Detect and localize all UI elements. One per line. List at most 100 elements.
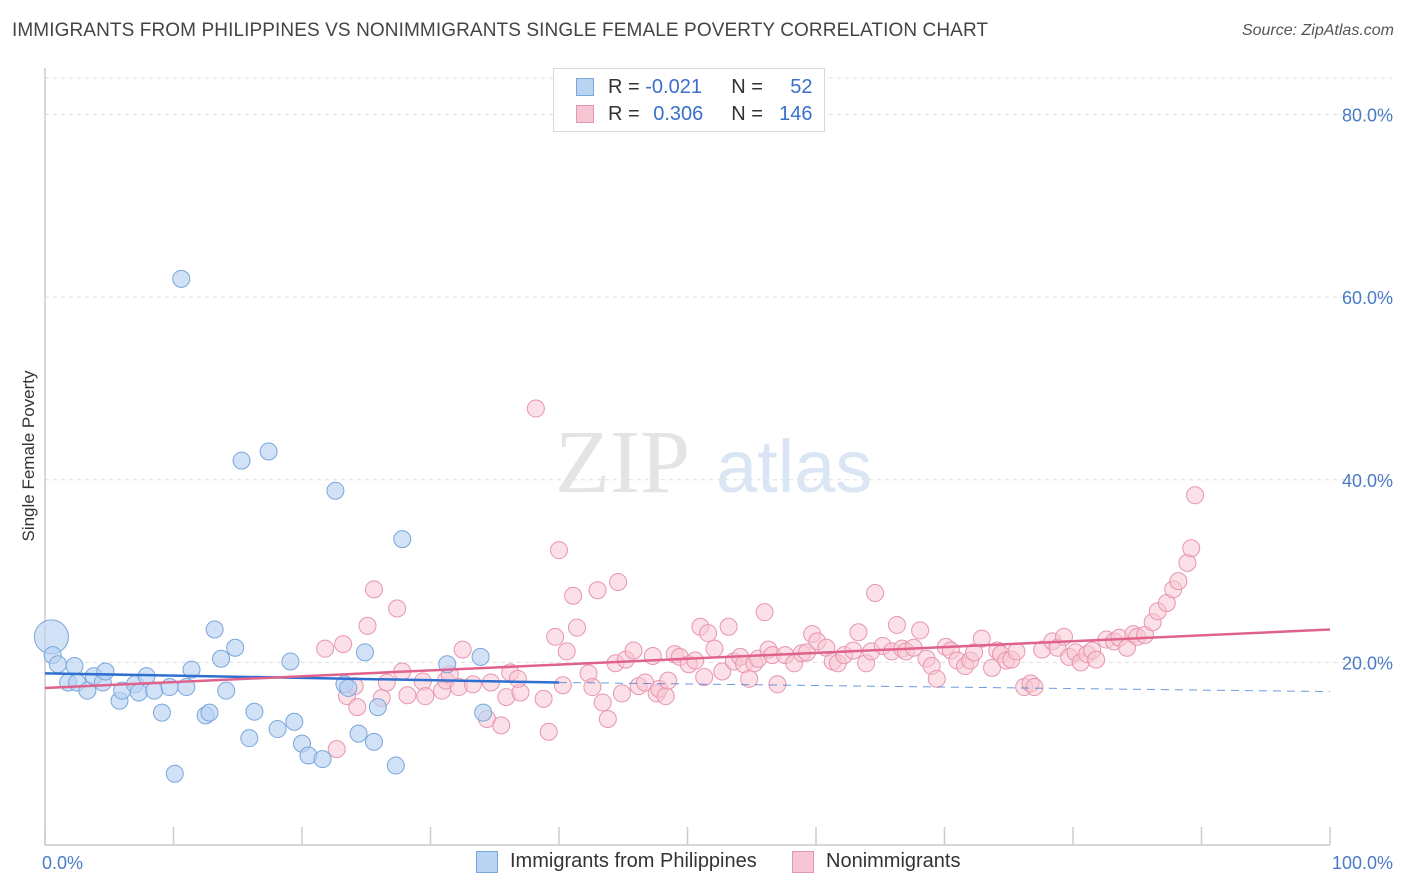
grid-layer (45, 77, 1392, 663)
data-point-immigrants (245, 702, 264, 721)
y-tick-label: 80.0% (1342, 106, 1393, 126)
data-point-nonimmigrants (453, 640, 472, 659)
data-point-immigrants (96, 662, 115, 681)
data-point-immigrants (393, 530, 412, 549)
axis-layer (44, 68, 1331, 846)
data-point-nonimmigrants (583, 678, 602, 697)
data-point-immigrants (129, 683, 148, 702)
data-point-immigrants (471, 647, 490, 666)
x-tick-label-min: 0.0% (42, 853, 83, 873)
legend-r-value: -0.021 (645, 75, 702, 98)
legend-r-label: R = (608, 75, 640, 98)
data-point-immigrants (200, 703, 219, 722)
legend-row-nonimmigrants: R = 0.306 N = 146 (576, 101, 813, 127)
data-point-immigrants (326, 481, 345, 500)
legend-n-label: N = (731, 75, 763, 98)
data-point-nonimmigrants (1169, 572, 1188, 591)
data-point-nonimmigrants (686, 651, 705, 670)
data-point-nonimmigrants (316, 639, 335, 658)
data-point-nonimmigrants (866, 583, 885, 602)
data-point-nonimmigrants (719, 617, 738, 636)
data-point-nonimmigrants (695, 667, 714, 686)
data-point-nonimmigrants (612, 684, 631, 703)
bottom-legend-label: Nonimmigrants (826, 850, 961, 872)
data-point-immigrants (48, 655, 67, 674)
data-point-nonimmigrants (377, 673, 396, 692)
data-point-immigrants (226, 638, 245, 657)
data-point-immigrants (232, 451, 251, 470)
data-point-nonimmigrants (643, 646, 662, 665)
data-point-nonimmigrants (327, 740, 346, 759)
data-point-immigrants (172, 269, 191, 288)
data-point-nonimmigrants (1087, 650, 1106, 669)
data-point-nonimmigrants (550, 541, 568, 560)
legend-r-label: R = (608, 102, 640, 125)
y-axis-label: Single Female Poverty (19, 370, 38, 542)
watermark-zip: ZIP (555, 413, 690, 512)
legend-n-value: 52 (790, 75, 813, 98)
legend-swatch-pink (576, 105, 594, 123)
source-label: Source: ZipAtlas.com (1241, 22, 1394, 39)
data-point-immigrants (349, 724, 368, 743)
series-immigrants-philippines (33, 269, 493, 783)
data-point-nonimmigrants (564, 586, 583, 605)
data-point-nonimmigrants (364, 580, 383, 599)
data-point-nonimmigrants (463, 675, 482, 694)
bottom-legend-immigrants: Immigrants from Philippines (476, 850, 757, 873)
chart-title: IMMIGRANTS FROM PHILIPPINES VS NONIMMIGR… (12, 20, 989, 41)
data-point-nonimmigrants (388, 599, 407, 618)
legend-n-label: N = (731, 102, 763, 125)
data-point-immigrants (355, 643, 374, 662)
data-point-immigrants (285, 712, 304, 731)
bottom-legend-label: Immigrants from Philippines (510, 850, 757, 872)
data-point-nonimmigrants (656, 687, 675, 706)
data-point-nonimmigrants (553, 676, 572, 695)
y-tick-label: 40.0% (1342, 471, 1393, 491)
data-point-nonimmigrants (416, 687, 435, 706)
data-point-immigrants (474, 703, 493, 722)
data-point-nonimmigrants (699, 624, 718, 643)
data-point-nonimmigrants (1182, 539, 1201, 558)
data-point-nonimmigrants (659, 671, 678, 690)
legend-r-value: 0.306 (653, 102, 704, 125)
correlation-legend: R = -0.021 N = 52 R = 0.306 N = 146 (553, 68, 825, 132)
data-point-immigrants (386, 756, 405, 775)
data-point-nonimmigrants (755, 603, 774, 622)
data-point-nonimmigrants (358, 616, 377, 635)
data-point-immigrants (217, 681, 236, 700)
data-point-nonimmigrants (1025, 678, 1044, 697)
data-point-nonimmigrants (927, 669, 946, 688)
data-point-nonimmigrants (965, 643, 984, 662)
data-point-nonimmigrants (539, 722, 558, 741)
data-point-immigrants (364, 732, 383, 751)
data-point-immigrants (313, 750, 332, 769)
data-point-nonimmigrants (413, 672, 432, 691)
legend-swatch-blue (576, 78, 594, 96)
watermark-atlas: atlas (716, 425, 872, 508)
data-point-immigrants (165, 764, 184, 783)
data-point-nonimmigrants (768, 675, 787, 694)
data-point-nonimmigrants (624, 641, 643, 660)
trend-line-immigrants-extension (558, 681, 1331, 693)
data-point-immigrants (212, 649, 231, 668)
data-point-immigrants (65, 657, 84, 676)
data-point-nonimmigrants (713, 662, 732, 681)
data-point-nonimmigrants (534, 689, 553, 708)
data-point-nonimmigrants (887, 615, 906, 634)
data-point-immigrants (145, 681, 164, 700)
data-point-nonimmigrants (983, 658, 1002, 677)
x-tick-label-max: 100.0% (1332, 853, 1393, 873)
watermark: ZIP atlas (555, 413, 872, 512)
trend-lines (44, 628, 1331, 693)
data-point-nonimmigrants (593, 693, 612, 712)
data-point-nonimmigrants (508, 669, 527, 688)
data-point-nonimmigrants (1007, 642, 1026, 661)
tick-labels: 20.0% 40.0% 60.0% 80.0% 0.0% 100.0% (42, 106, 1393, 873)
series-nonimmigrants (316, 399, 1205, 759)
data-point-immigrants (339, 678, 358, 697)
data-point-immigrants (205, 620, 224, 639)
data-point-nonimmigrants (972, 629, 991, 648)
trend-line-immigrants (44, 672, 560, 684)
data-point-immigrants (368, 698, 387, 717)
data-point-nonimmigrants (598, 709, 617, 728)
